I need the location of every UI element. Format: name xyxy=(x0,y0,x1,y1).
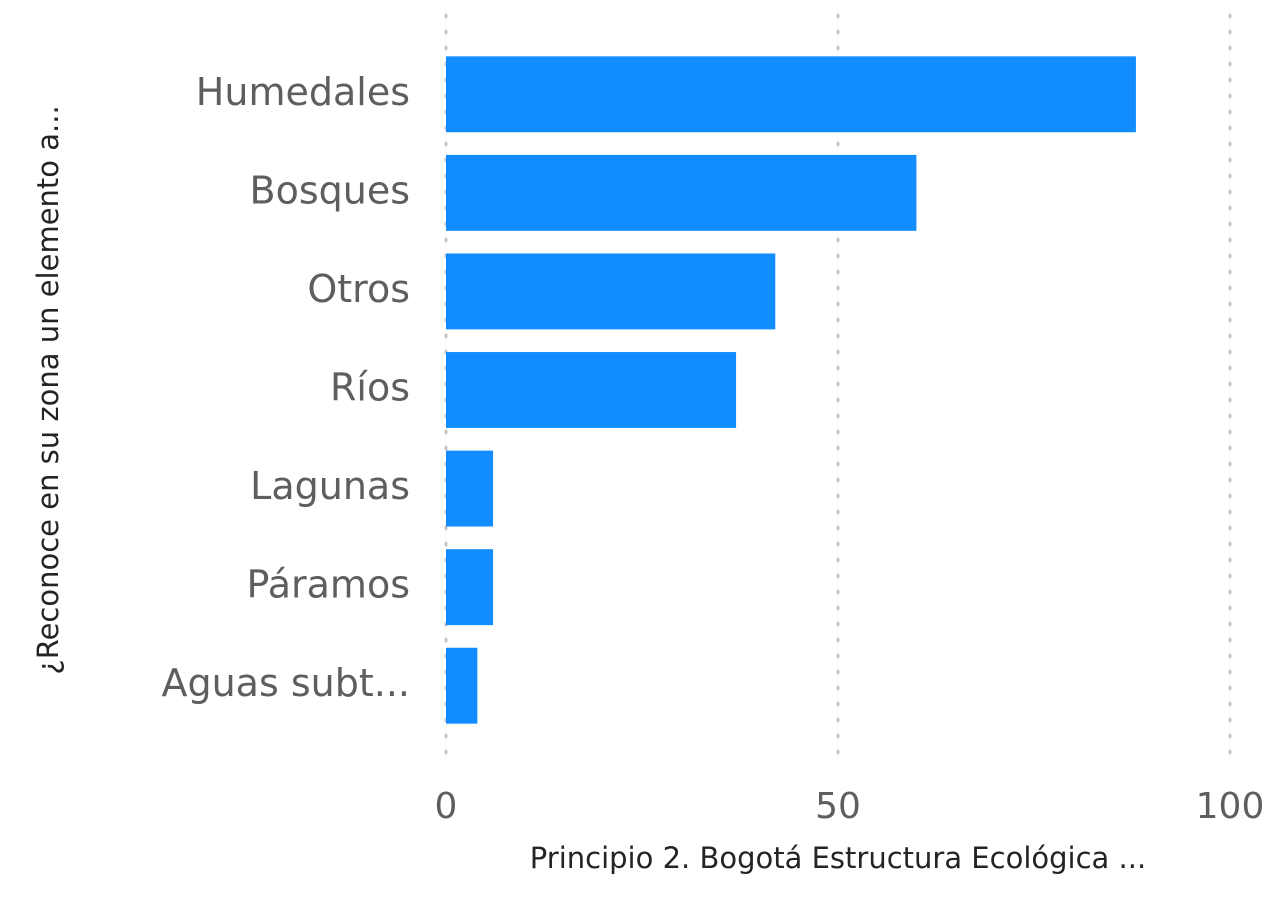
bar xyxy=(446,549,494,626)
y-tick-label: Ríos xyxy=(330,366,410,410)
y-tick-label: Aguas subt... xyxy=(161,661,410,705)
x-tick-label: 50 xyxy=(815,786,861,827)
y-tick-label: Humedales xyxy=(196,70,410,114)
y-tick-label: Lagunas xyxy=(250,464,410,508)
bar xyxy=(446,450,494,527)
x-tick-label: 0 xyxy=(435,786,458,827)
bar xyxy=(446,647,478,724)
y-axis-title: ¿Reconoce en su zona un elemento a... xyxy=(31,105,65,674)
x-axis-title: Principio 2. Bogotá Estructura Ecológica… xyxy=(530,841,1146,875)
y-tick-label: Otros xyxy=(307,267,410,311)
bar xyxy=(446,56,1136,133)
bar xyxy=(446,352,737,428)
y-tick-label: Páramos xyxy=(247,563,410,607)
x-tick-label: 100 xyxy=(1196,786,1265,827)
bar xyxy=(446,253,776,330)
bar xyxy=(446,154,917,231)
y-tick-label: Bosques xyxy=(250,168,411,212)
